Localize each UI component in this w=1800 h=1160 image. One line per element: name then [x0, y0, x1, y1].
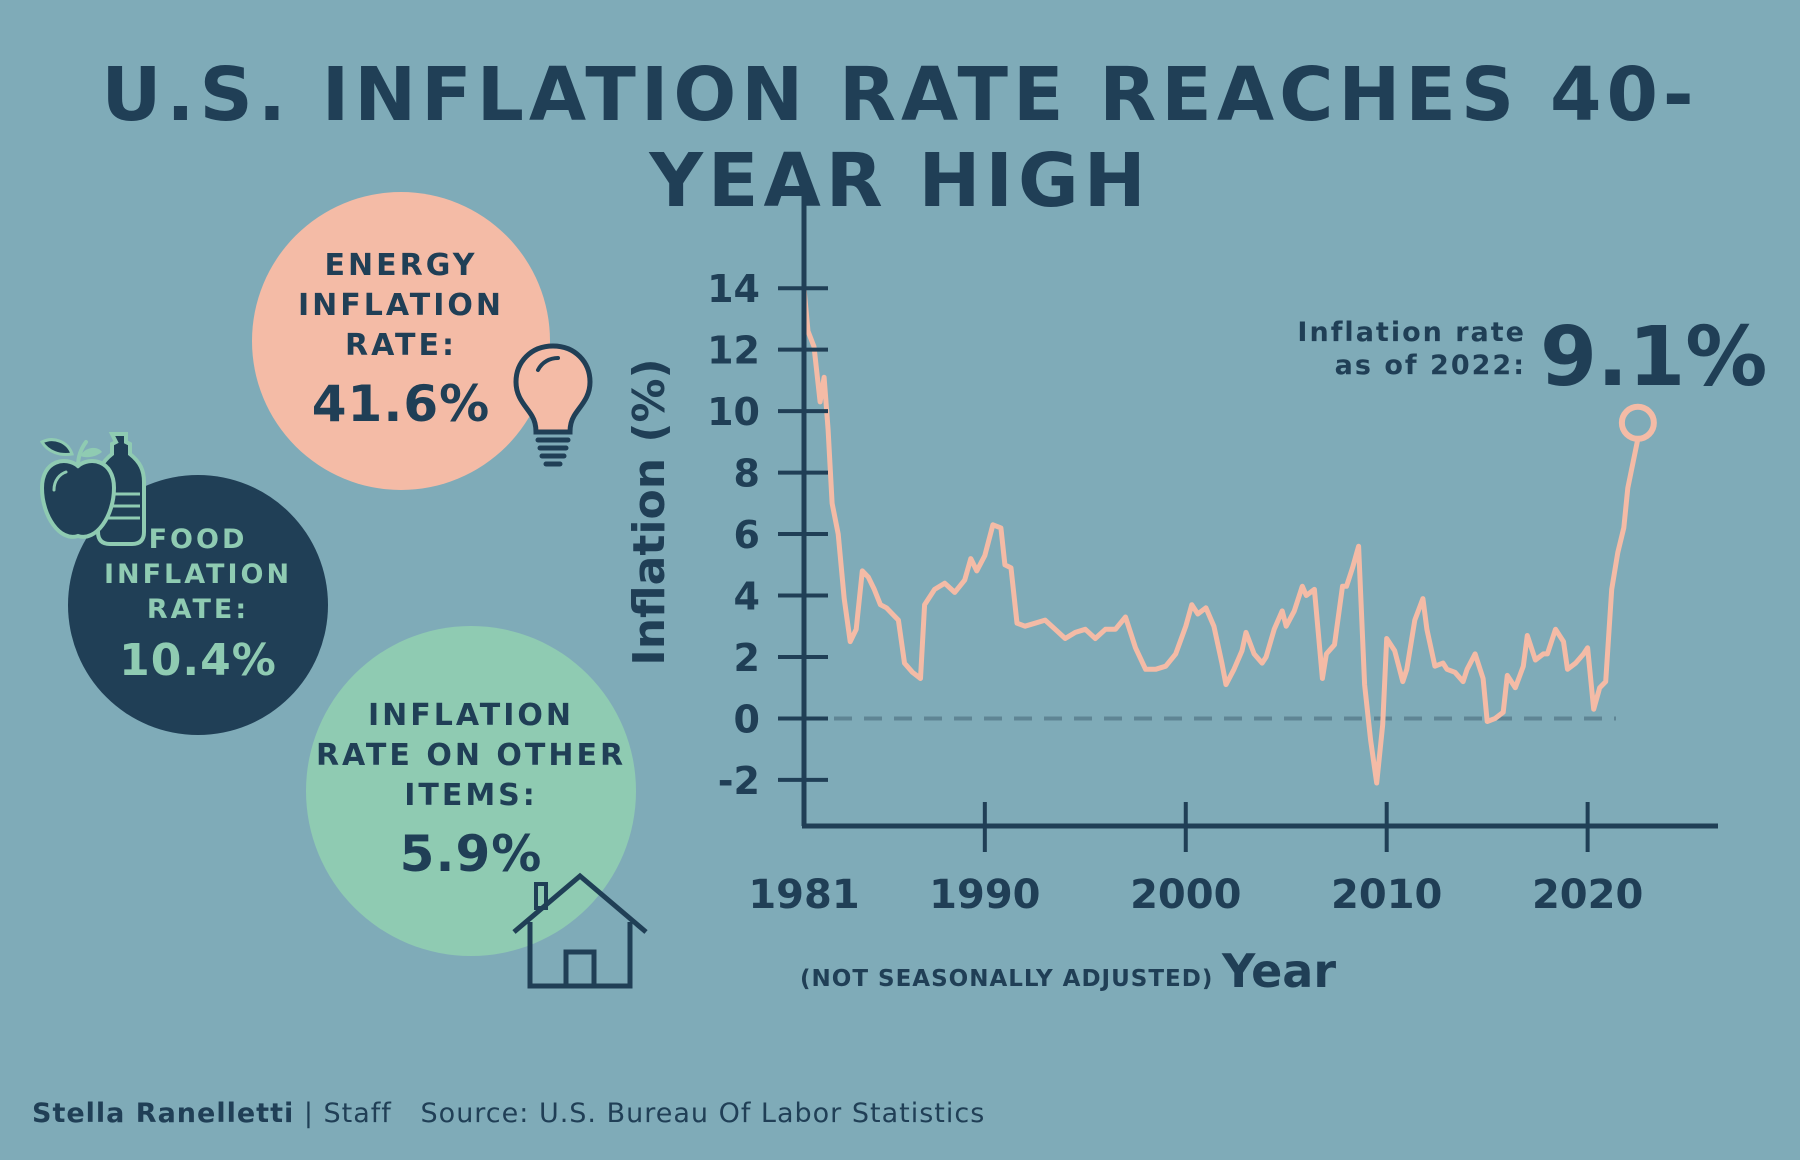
x-tick-label: 2010 — [1331, 872, 1442, 918]
food-value: 10.4% — [119, 634, 277, 686]
x-tick-label: 2020 — [1532, 872, 1643, 918]
food-label-line: INFLATION — [103, 558, 293, 590]
author-role: | Staff — [294, 1098, 392, 1129]
x-tick-label: 1981 — [748, 872, 859, 918]
callout-label: Inflation rate as of 2022: — [1230, 316, 1526, 382]
y-tick-label: 12 — [707, 329, 760, 373]
y-axis-title: Inflation (%) — [624, 358, 675, 665]
other-label-line: RATE ON OTHER — [315, 738, 627, 773]
author-name: Stella Ranelletti — [32, 1098, 295, 1129]
y-tick-label: 10 — [707, 390, 760, 434]
y-tick-label: 14 — [707, 267, 760, 311]
y-tick-label: -2 — [718, 759, 760, 803]
energy-label-line: RATE: — [345, 328, 457, 363]
callout-value: 9.1% — [1540, 310, 1768, 405]
callout-label-line: Inflation rate — [1297, 317, 1526, 348]
lightbulb-icon — [513, 343, 593, 467]
apple-bottle-icon — [39, 432, 146, 546]
seasonal-adjustment-note: (NOT SEASONALLY ADJUSTED) — [800, 966, 1214, 992]
energy-label-line: ENERGY — [324, 248, 478, 283]
food-label-line: FOOD — [148, 523, 248, 555]
page-title: U.S. INFLATION RATE REACHES 40-YEAR HIGH — [101, 52, 1699, 224]
x-axis-title: Year — [1222, 944, 1337, 998]
food-label-line: RATE: — [146, 593, 250, 625]
energy-label-line: INFLATION — [297, 288, 504, 323]
callout-label-line: as of 2022: — [1334, 350, 1526, 381]
source-credit: Source: U.S. Bureau Of Labor Statistics — [420, 1098, 986, 1129]
footer-credit: Stella Ranelletti | Staff Source: U.S. B… — [32, 1098, 985, 1129]
y-tick-label: 2 — [734, 636, 760, 680]
other-label-line: ITEMS: — [404, 778, 538, 813]
other-value: 5.9% — [399, 825, 543, 883]
x-tick-label: 2000 — [1130, 872, 1241, 918]
x-tick-label: 1990 — [929, 872, 1040, 918]
y-tick-label: 0 — [734, 697, 760, 741]
other-label-line: INFLATION — [367, 698, 574, 733]
house-icon — [512, 872, 648, 989]
latest-point-marker — [1618, 403, 1657, 442]
energy-value: 41.6% — [311, 375, 491, 433]
y-tick-label: 8 — [734, 452, 760, 496]
y-tick-label: 6 — [734, 513, 760, 557]
energy-inflation-bubble: ENERGY INFLATION RATE: 41.6% — [252, 192, 550, 490]
y-tick-label: 4 — [734, 575, 760, 619]
other-inflation-bubble: INFLATION RATE ON OTHER ITEMS: 5.9% — [306, 626, 636, 956]
inflation-series-line — [801, 285, 1641, 786]
